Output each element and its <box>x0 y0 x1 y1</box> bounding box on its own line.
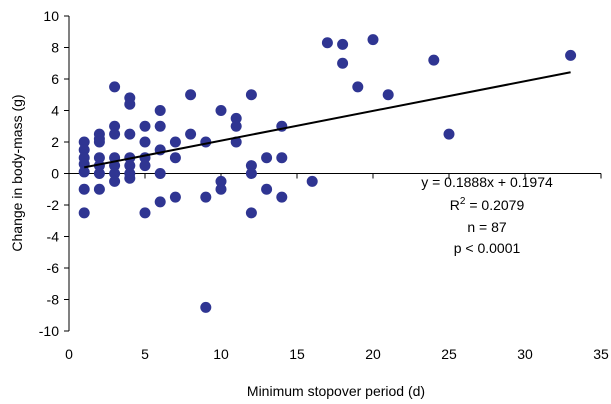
y-tick-label: -2 <box>47 197 60 213</box>
x-tick-label: 10 <box>213 346 229 362</box>
data-point <box>565 49 577 61</box>
data-point <box>200 191 212 203</box>
x-axis: 0 5 10 15 20 25 30 35 <box>65 173 609 362</box>
data-point <box>78 207 90 219</box>
data-point <box>337 57 349 69</box>
y-axis: -10 -8 -6 -4 -2 0 2 4 6 8 10 <box>39 8 70 339</box>
data-point <box>276 152 288 164</box>
data-point <box>245 89 257 101</box>
data-point <box>245 207 257 219</box>
trendline <box>84 71 571 169</box>
y-axis-title: Change in body-mass (g) <box>9 94 25 251</box>
data-point <box>139 120 151 132</box>
data-point <box>109 175 121 187</box>
data-point <box>215 175 227 187</box>
data-point <box>245 168 257 179</box>
data-point <box>109 128 121 140</box>
x-tick-label: 0 <box>65 346 73 362</box>
data-point <box>78 166 90 178</box>
data-point <box>276 191 288 203</box>
data-point <box>261 152 273 164</box>
x-tick-label: 30 <box>517 346 533 362</box>
data-point <box>109 168 121 179</box>
data-point <box>337 38 349 50</box>
data-point <box>230 136 242 148</box>
data-point <box>261 183 273 195</box>
r-squared-value: = 0.2079 <box>465 197 524 213</box>
data-point <box>154 120 166 132</box>
data-point <box>139 207 151 219</box>
trendline-group <box>84 71 571 169</box>
y-tick-label: 8 <box>51 40 59 56</box>
x-tick-label: 35 <box>593 346 609 362</box>
y-tick-label: 4 <box>51 103 59 119</box>
data-point <box>139 136 151 148</box>
regression-annotation: y = 0.1888x + 0.1974 R2 = 0.2079 n = 87 … <box>421 174 553 256</box>
data-point <box>109 81 121 93</box>
data-point <box>139 160 151 172</box>
x-tick-label: 20 <box>365 346 381 362</box>
data-point <box>185 128 197 140</box>
r-squared-base: R <box>450 197 460 213</box>
data-point <box>352 81 364 93</box>
data-point <box>124 160 136 172</box>
data-point <box>215 105 227 116</box>
data-point <box>124 172 136 184</box>
data-point <box>93 160 105 172</box>
r-squared-superscript: 2 <box>460 196 466 207</box>
data-point <box>367 34 379 46</box>
r-squared-text: R2 = 0.2079 <box>450 196 525 213</box>
p-value-text: p < 0.0001 <box>454 240 521 256</box>
data-point <box>382 89 394 101</box>
x-tick-label: 25 <box>441 346 457 362</box>
data-point <box>245 160 257 172</box>
data-point <box>306 175 318 187</box>
data-point <box>230 112 242 124</box>
data-point <box>185 89 197 101</box>
x-axis-title: Minimum stopover period (d) <box>247 383 425 399</box>
data-point <box>93 183 105 195</box>
sample-size-text: n = 87 <box>467 219 507 235</box>
data-point <box>428 54 440 66</box>
data-point <box>169 191 181 203</box>
data-point <box>78 136 90 148</box>
data-point <box>78 144 90 156</box>
data-point <box>124 128 136 140</box>
data-point <box>78 183 90 195</box>
data-point <box>169 152 181 164</box>
y-tick-label: 10 <box>43 8 59 24</box>
data-point <box>93 136 105 148</box>
data-point <box>321 37 333 49</box>
data-point <box>124 98 136 110</box>
data-point <box>169 136 181 148</box>
y-tick-label: -6 <box>47 260 60 276</box>
data-point <box>93 152 105 164</box>
y-tick-label: -8 <box>47 292 60 308</box>
x-tick-label: 5 <box>141 346 149 362</box>
data-point <box>154 168 166 179</box>
y-tick-label: -10 <box>39 323 59 339</box>
equation-text: y = 0.1888x + 0.1974 <box>421 174 553 190</box>
y-tick-label: 0 <box>51 166 59 182</box>
data-point <box>154 105 166 116</box>
x-tick-label: 15 <box>289 346 305 362</box>
data-point <box>215 183 227 195</box>
data-point <box>443 128 455 140</box>
y-tick-label: 6 <box>51 71 59 87</box>
data-point <box>93 168 105 179</box>
data-point <box>154 196 166 208</box>
data-point <box>200 301 212 313</box>
y-tick-label: 2 <box>51 134 59 150</box>
data-point <box>109 120 121 132</box>
y-tick-label: -4 <box>47 229 60 245</box>
data-point <box>230 120 242 132</box>
